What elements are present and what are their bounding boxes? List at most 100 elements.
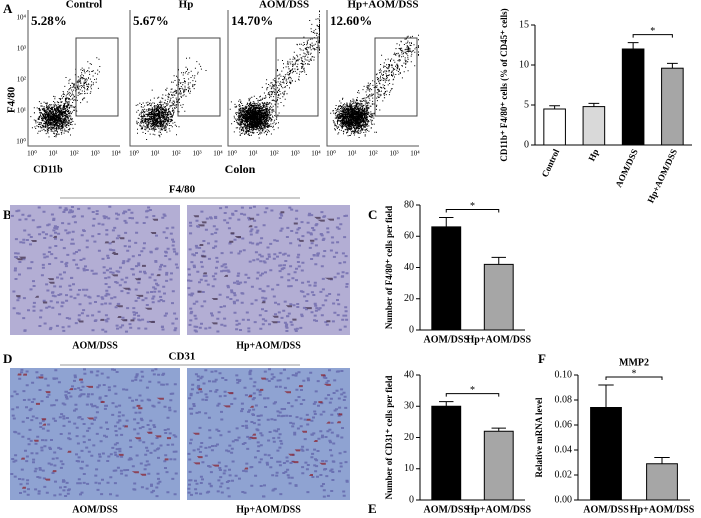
x-tick-label: Hp+AOM/DSS bbox=[630, 504, 695, 515]
flow-x-tick: 10¹ bbox=[248, 150, 257, 158]
flow-x-tick: 10⁰ bbox=[227, 150, 237, 158]
error-bar bbox=[439, 217, 454, 227]
nuclei bbox=[187, 368, 349, 498]
bar bbox=[483, 430, 514, 501]
bar bbox=[661, 67, 684, 146]
stained-cells bbox=[192, 374, 343, 476]
bar bbox=[543, 108, 566, 146]
flow-frame bbox=[326, 10, 419, 147]
x-tick-label: Hp+AOM/DSS bbox=[645, 147, 679, 204]
flow-x-label: CD11b bbox=[33, 164, 63, 175]
stained-cells bbox=[193, 211, 334, 325]
flow-dots bbox=[229, 10, 320, 139]
stain-title: CD31 bbox=[169, 351, 196, 363]
y-tick-label: 0.04 bbox=[555, 444, 573, 455]
flow-y-tick: 10⁰ bbox=[16, 138, 26, 146]
gate-percent: 12.60% bbox=[330, 13, 372, 28]
panel-letter: D bbox=[3, 351, 12, 366]
flow-title: AOM/DSS bbox=[259, 0, 309, 11]
significance: * bbox=[470, 201, 475, 212]
error-bar bbox=[491, 427, 506, 432]
y-axis-label: Number of F4/80⁺ cells per field bbox=[384, 206, 394, 329]
x-tick-label: AOM/DSS bbox=[583, 504, 629, 515]
significance-bracket bbox=[605, 376, 663, 380]
error-bar bbox=[549, 105, 561, 109]
error-bar bbox=[654, 457, 670, 464]
bar bbox=[646, 463, 678, 501]
y-tick-label: 10 bbox=[404, 463, 414, 474]
flow-x-tick: 10⁰ bbox=[326, 150, 336, 158]
y-tick-label: 20 bbox=[404, 432, 414, 443]
micrograph-label: AOM/DSS bbox=[72, 504, 118, 515]
nuclei bbox=[187, 205, 349, 333]
flow-dots bbox=[135, 57, 207, 140]
bar bbox=[431, 226, 462, 331]
y-tick-label: 0 bbox=[524, 139, 529, 150]
panel-letter: A bbox=[3, 1, 13, 16]
flow-x-tick: 10⁰ bbox=[27, 150, 37, 158]
flow-x-tick: 10⁴ bbox=[111, 150, 121, 158]
flow-x-tick: 10¹ bbox=[48, 150, 57, 158]
chart-title: MMP2 bbox=[619, 357, 649, 368]
x-tick-label: AOM/DSS bbox=[613, 147, 639, 188]
x-tick-label: Hp+AOM/DSS bbox=[466, 504, 531, 515]
flow-title: Control bbox=[66, 0, 102, 11]
flow-frame bbox=[129, 10, 222, 147]
significance-bracket bbox=[632, 34, 673, 38]
gate-percent: 5.28% bbox=[31, 13, 67, 28]
flow-x-tick: 10¹ bbox=[150, 150, 159, 158]
significance: * bbox=[632, 368, 637, 379]
y-tick-label: 40 bbox=[404, 369, 414, 380]
y-axis-label: Relative mRNA level bbox=[534, 397, 544, 477]
gate-percent: 5.67% bbox=[133, 13, 169, 28]
flow-x-tick: 10³ bbox=[290, 150, 299, 158]
y-tick-label: 40 bbox=[404, 262, 414, 273]
flow-x-tick: 10³ bbox=[90, 150, 99, 158]
y-tick-label: 30 bbox=[404, 401, 414, 412]
flow-y-tick: 10³ bbox=[17, 45, 26, 53]
flow-x-tick: 10² bbox=[269, 150, 278, 158]
x-tick-label: Hp bbox=[586, 147, 600, 162]
gate bbox=[75, 37, 119, 117]
y-tick-label: 0.10 bbox=[555, 369, 573, 380]
flow-x-tick: 10⁴ bbox=[311, 150, 321, 158]
x-tick-label: Hp+AOM/DSS bbox=[466, 334, 531, 345]
micrograph bbox=[187, 368, 350, 500]
gate bbox=[177, 37, 221, 117]
stain-title: F4/80 bbox=[169, 184, 196, 196]
flow-x-tick: 10⁴ bbox=[213, 150, 223, 158]
bar bbox=[431, 405, 462, 501]
panel-letter: E bbox=[368, 501, 377, 516]
flow-y-tick: 10² bbox=[17, 76, 26, 84]
flow-frame bbox=[27, 10, 120, 147]
flow-x-tick: 10⁰ bbox=[129, 150, 139, 158]
error-bar bbox=[439, 401, 454, 407]
gate bbox=[275, 37, 319, 117]
panel-letter: F bbox=[538, 351, 546, 366]
flow-x-tick: 10³ bbox=[389, 150, 398, 158]
panel-letter: C bbox=[368, 207, 377, 222]
bar bbox=[590, 407, 622, 501]
micrograph-label: Hp+AOM/DSS bbox=[236, 504, 301, 515]
y-tick-label: 10 bbox=[519, 59, 529, 70]
x-tick-label: Control bbox=[540, 147, 562, 179]
significance-bracket bbox=[445, 393, 500, 397]
gate-percent: 14.70% bbox=[231, 13, 273, 28]
y-tick-label: 0.06 bbox=[555, 419, 573, 430]
error-bar bbox=[627, 42, 639, 49]
flow-dots bbox=[330, 34, 419, 138]
x-tick-label: AOM/DSS bbox=[423, 334, 469, 345]
error-bar bbox=[666, 62, 678, 69]
error-bar bbox=[491, 256, 506, 265]
nuclei bbox=[10, 205, 179, 333]
y-tick-label: 0 bbox=[409, 324, 414, 335]
gate bbox=[374, 37, 418, 117]
bar bbox=[483, 263, 514, 331]
y-axis-label: Number of CD31⁺ cells per field bbox=[384, 376, 394, 500]
y-tick-label: 20 bbox=[404, 293, 414, 304]
y-tick-label: 5 bbox=[524, 99, 529, 110]
micrograph-label: AOM/DSS bbox=[72, 340, 118, 351]
flow-x-tick: 10¹ bbox=[347, 150, 356, 158]
flow-y-tick: 10¹ bbox=[17, 107, 26, 115]
